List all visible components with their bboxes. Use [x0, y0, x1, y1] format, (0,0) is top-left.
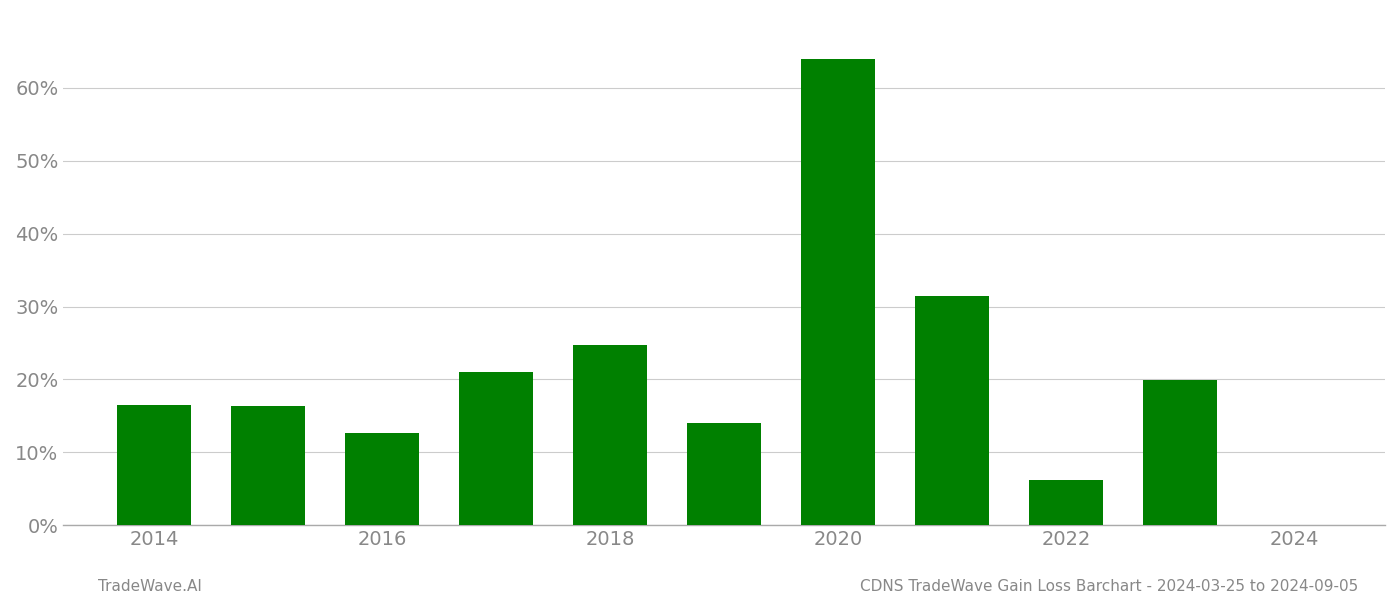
Bar: [573, 345, 647, 525]
Bar: [118, 405, 192, 525]
Bar: [1029, 480, 1103, 525]
Bar: [916, 296, 988, 525]
Bar: [687, 423, 762, 525]
Bar: [1142, 380, 1217, 525]
Text: CDNS TradeWave Gain Loss Barchart - 2024-03-25 to 2024-09-05: CDNS TradeWave Gain Loss Barchart - 2024…: [860, 579, 1358, 594]
Bar: [801, 59, 875, 525]
Bar: [346, 433, 420, 525]
Bar: [459, 372, 533, 525]
Bar: [231, 406, 305, 525]
Text: TradeWave.AI: TradeWave.AI: [98, 579, 202, 594]
